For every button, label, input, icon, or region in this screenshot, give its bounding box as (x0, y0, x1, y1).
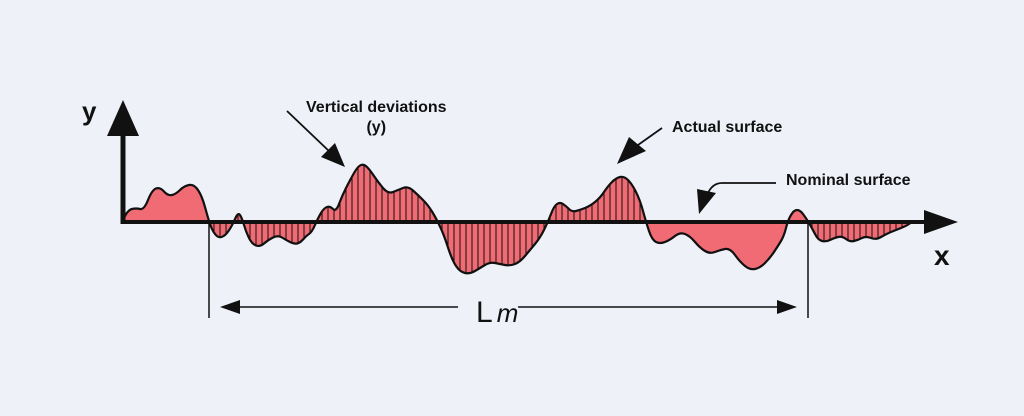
actual-surface-leader-arrow (617, 127, 663, 164)
sampling-length-main: L (476, 296, 493, 329)
vertical-deviations-text: Vertical deviations (306, 99, 447, 116)
length-arrowhead-right (777, 300, 797, 314)
surface-profile-fill (122, 164, 912, 274)
actual-surface-line (121, 163, 913, 275)
nominal-surface-label: Nominal surface (786, 172, 911, 189)
y-axis-arrowhead (107, 100, 139, 136)
x-axis-arrowhead (924, 210, 958, 234)
vertical-deviations-symbol: (y) (366, 119, 387, 136)
vertical-deviations-label: Vertical deviations (y) (306, 98, 447, 138)
vertical-deviations-leader-arrow (286, 110, 345, 167)
actual-surface-label: Actual surface (672, 119, 783, 136)
length-arrowhead-left (220, 300, 240, 314)
y-axis-label: y (82, 96, 97, 126)
sampling-length-subscript: m (496, 298, 519, 328)
x-axis-label: x (934, 240, 950, 271)
nominal-surface-leader-arrow (697, 182, 776, 214)
